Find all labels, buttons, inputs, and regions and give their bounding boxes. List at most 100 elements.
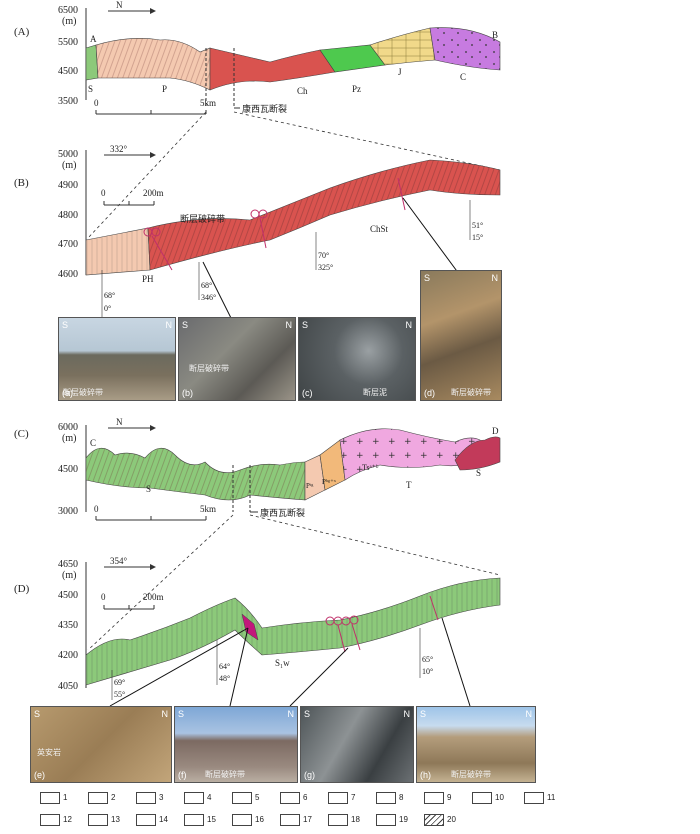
label-unit-s: S [88, 84, 93, 94]
zoom-line-ab-right [233, 111, 501, 171]
label-unit-s1w: S₁w [275, 658, 290, 668]
fault-symbols-d [325, 595, 439, 653]
pointer-d-f [229, 627, 249, 707]
photo-f-n: N [287, 709, 295, 719]
endpoint-d: D [492, 426, 499, 436]
photo-g-s: S [304, 709, 311, 719]
photo-c: S N 断层泥 (c) [298, 317, 416, 401]
photo-g: S N (g) [300, 706, 414, 783]
label-unit-j: J [398, 67, 402, 77]
legend-item-15: 15 [184, 814, 216, 826]
svg-text:51°: 51° [472, 221, 483, 230]
label-unit-chst: ChSt [370, 224, 389, 234]
label-unit-ptg: Pᵗᵍ [306, 482, 313, 490]
attitude-b-2: 68° 346° [198, 262, 216, 302]
photo-e-caption: 英安岩 [37, 748, 61, 757]
legend-item-16: 16 [232, 814, 264, 826]
photo-b-s: S [182, 320, 189, 330]
svg-text:48°: 48° [219, 674, 230, 683]
ytick-b-4600: 4600 [58, 269, 78, 280]
svg-text:0: 0 [101, 188, 106, 198]
photo-h-caption: 断层破碎带 [451, 770, 491, 779]
legend-item-12: 12 [40, 814, 72, 826]
ytick-d-4650: 4650 [58, 559, 78, 570]
legend-item-18: 18 [328, 814, 360, 826]
photo-f: S N 断层破碎带 (f) [174, 706, 298, 783]
photo-a-s: S [62, 320, 69, 330]
attitude-b-3: 70° 325° [315, 232, 333, 272]
ytick-b-4800: 4800 [58, 210, 78, 221]
ytick-b-5000: 5000 [58, 149, 78, 160]
scale-bar-b: 0 200m [101, 188, 164, 206]
legend-item-13: 13 [88, 814, 120, 826]
pointer-d-h [441, 617, 471, 707]
photo-h-label: (h) [420, 770, 431, 780]
azimuth-arrow-d: 354° [104, 556, 156, 570]
label-unit-s-d: S [476, 468, 481, 478]
legend-item-8: 8 [376, 792, 403, 804]
legend-item-20: 20 [424, 814, 456, 826]
fault-label-c: 康西瓦断裂 [260, 507, 305, 519]
photo-d-n: N [491, 273, 499, 283]
photo-b-caption: 断层破碎带 [189, 364, 229, 373]
photo-d-caption: 断层破碎带 [451, 388, 491, 397]
endpoint-c: C [90, 438, 96, 448]
legend-item-19: 19 [376, 814, 408, 826]
svg-text:332°: 332° [110, 144, 128, 154]
label-unit-c: C [460, 72, 466, 82]
panel-b: (B) 5000 (m) 4900 4800 4700 4600 332° 0 … [14, 144, 501, 347]
panel-d-tag: (D) [14, 583, 30, 595]
photo-a-label: (a) [62, 388, 73, 398]
svg-text:0: 0 [94, 98, 99, 108]
svg-text:354°: 354° [110, 556, 128, 566]
legend-item-6: 6 [280, 792, 307, 804]
svg-text:70°: 70° [318, 251, 329, 260]
ytick-a-5500: 5500 [58, 37, 78, 48]
photo-e-s: S [34, 709, 41, 719]
ytick-a-6500: 6500 [58, 5, 78, 16]
unit-s-red-block [454, 436, 501, 471]
photo-b: S N 断层破碎带 (b) [178, 317, 296, 401]
photo-h-n: N [525, 709, 533, 719]
label-unit-pbg: Pᵇᵍ⁺ˣ [322, 478, 337, 486]
legend-item-4: 4 [184, 792, 211, 804]
photo-d: S N 断层破碎带 (d) [420, 270, 502, 401]
photo-d-label: (d) [424, 388, 435, 398]
label-unit-s-c: S [146, 484, 151, 494]
north-arrow-c: N [108, 417, 156, 431]
attitude-d-2: 64° 48° [216, 640, 230, 685]
svg-text:68°: 68° [201, 281, 212, 290]
photo-g-label: (g) [304, 770, 315, 780]
fault-symbols-b [143, 177, 406, 271]
attitude-b-1: 68° 0° [101, 270, 115, 318]
endpoint-a: A [90, 34, 97, 44]
attitude-d-3: 65° 10° [419, 628, 433, 678]
photo-c-caption: 断层泥 [363, 388, 387, 397]
photo-d-s: S [424, 273, 431, 283]
unit-ch-block [209, 47, 336, 91]
panel-c: (C) 6000 (m) 4500 3000 N C D S Pᵗᵍ Pᵇᵍ⁺ˣ… [14, 417, 501, 521]
legend-item-14: 14 [136, 814, 168, 826]
label-unit-ch: Ch [297, 86, 308, 96]
svg-text:325°: 325° [318, 263, 333, 272]
scale-bar-a: 0 5km [94, 98, 216, 115]
pointer-d-e [109, 627, 249, 707]
photo-e-label: (e) [34, 770, 45, 780]
svg-text:64°: 64° [219, 662, 230, 671]
svg-text:65°: 65° [422, 655, 433, 664]
panel-d: (D) 4650 (m) 4500 4350 4200 4050 354° 0 … [14, 556, 501, 707]
ytick-a-4500: 4500 [58, 66, 78, 77]
legend-item-7: 7 [328, 792, 355, 804]
fault-label-a: 康西瓦断裂 [242, 103, 287, 115]
photo-e-n: N [161, 709, 169, 719]
svg-text:69°: 69° [114, 678, 125, 687]
svg-text:5km: 5km [200, 504, 216, 514]
ytick-c-6000: 6000 [58, 422, 78, 433]
svg-text:N: N [116, 417, 123, 427]
photo-c-s: S [302, 320, 309, 330]
legend-item-5: 5 [232, 792, 259, 804]
photo-b-label: (b) [182, 388, 193, 398]
panel-b-tag: (B) [14, 177, 29, 189]
legend-item-3: 3 [136, 792, 163, 804]
zoom-line-cd-right [249, 514, 501, 576]
